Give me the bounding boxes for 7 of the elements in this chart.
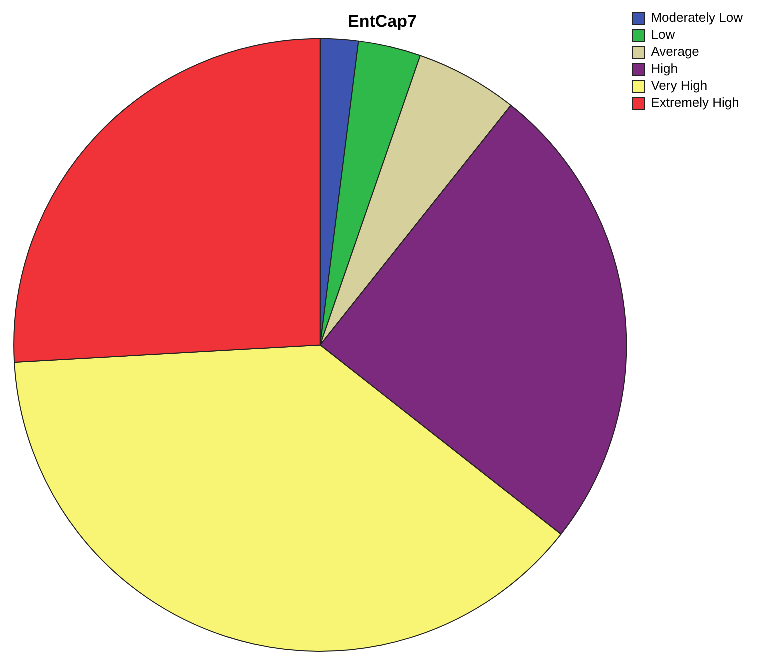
legend-label: Extremely High [651, 95, 740, 110]
legend-label: Very High [651, 78, 708, 94]
legend-label: Moderately Low [651, 10, 744, 26]
chart-title: EntCap7 [348, 12, 417, 31]
legend-label: High [651, 61, 678, 76]
legend-label: Average [651, 44, 700, 60]
legend-label: Low [651, 27, 676, 42]
